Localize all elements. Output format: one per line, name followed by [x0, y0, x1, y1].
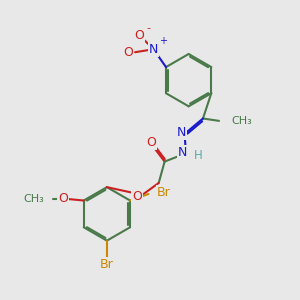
Text: CH₃: CH₃: [231, 116, 252, 126]
Text: Br: Br: [100, 258, 114, 271]
Text: O: O: [58, 192, 68, 205]
Text: H: H: [194, 149, 203, 162]
Text: O: O: [124, 46, 134, 59]
Text: N: N: [178, 146, 187, 159]
Text: Br: Br: [157, 186, 171, 199]
Text: -: -: [146, 23, 150, 33]
Text: N: N: [176, 126, 186, 139]
Text: +: +: [159, 36, 167, 46]
Text: N: N: [149, 43, 158, 56]
Text: O: O: [135, 29, 145, 42]
Text: O: O: [146, 136, 156, 149]
Text: O: O: [132, 190, 142, 203]
Text: CH₃: CH₃: [24, 194, 44, 204]
